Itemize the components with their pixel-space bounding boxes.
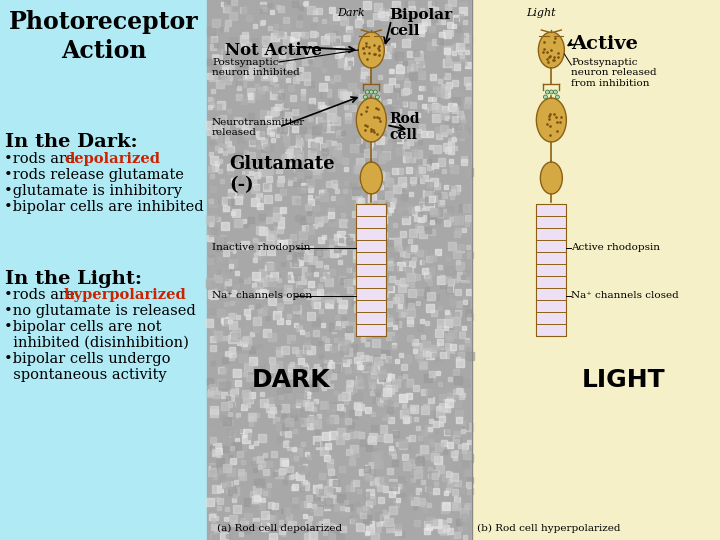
Text: •no glutamate is released: •no glutamate is released — [4, 304, 196, 318]
Ellipse shape — [375, 95, 379, 99]
Ellipse shape — [536, 98, 567, 142]
Text: In the Dark:: In the Dark: — [5, 133, 138, 151]
Ellipse shape — [365, 90, 369, 94]
Bar — [207, 0, 472, 540]
Bar — [472, 0, 720, 540]
Text: •bipolar cells undergo: •bipolar cells undergo — [4, 352, 171, 366]
Ellipse shape — [359, 32, 384, 68]
Text: Postsynaptic
neuron inhibited: Postsynaptic neuron inhibited — [212, 58, 300, 77]
Text: Bipolar
cell: Bipolar cell — [390, 8, 452, 38]
Ellipse shape — [555, 95, 559, 99]
Text: Rod
cell: Rod cell — [390, 112, 420, 142]
Ellipse shape — [373, 90, 377, 94]
Text: inhibited (disinhibition): inhibited (disinhibition) — [4, 336, 189, 350]
Text: Postsynaptic
neuron released
from inhibition: Postsynaptic neuron released from inhibi… — [572, 58, 657, 88]
Text: Na⁺ channels open: Na⁺ channels open — [212, 292, 312, 300]
Text: Dark: Dark — [338, 8, 365, 18]
Ellipse shape — [545, 90, 549, 94]
Ellipse shape — [539, 32, 564, 68]
Ellipse shape — [554, 90, 557, 94]
Text: Na⁺ channels closed: Na⁺ channels closed — [572, 292, 679, 300]
Text: In the Light:: In the Light: — [5, 270, 142, 288]
Text: Glutamate
(-): Glutamate (-) — [229, 155, 335, 194]
Ellipse shape — [360, 162, 382, 194]
Text: (b) Rod cell hyperpolarized: (b) Rod cell hyperpolarized — [477, 524, 621, 533]
Text: Photoreceptor
Action: Photoreceptor Action — [9, 10, 198, 63]
Text: •glutamate is inhibitory: •glutamate is inhibitory — [4, 184, 182, 198]
Text: (a) Rod cell depolarized: (a) Rod cell depolarized — [217, 524, 342, 533]
Text: Light: Light — [526, 8, 556, 18]
Ellipse shape — [549, 90, 554, 94]
Text: Not Active: Not Active — [225, 42, 322, 59]
Ellipse shape — [369, 90, 373, 94]
Text: •bipolar cells are not: •bipolar cells are not — [4, 320, 161, 334]
Ellipse shape — [356, 98, 387, 142]
Ellipse shape — [544, 95, 547, 99]
Text: Neurotransmitter
released: Neurotransmitter released — [212, 118, 305, 137]
Text: •rods are: •rods are — [4, 152, 79, 166]
Text: •bipolar cells are inhibited: •bipolar cells are inhibited — [4, 200, 204, 214]
Bar — [536, 204, 567, 336]
Bar — [0, 0, 207, 540]
Ellipse shape — [540, 162, 562, 194]
Text: DARK: DARK — [252, 368, 330, 392]
Ellipse shape — [364, 95, 367, 99]
Text: spontaneous activity: spontaneous activity — [4, 368, 166, 382]
Text: depolarized: depolarized — [64, 152, 160, 166]
Text: •rods are: •rods are — [4, 288, 79, 302]
Text: LIGHT: LIGHT — [581, 368, 665, 392]
Text: •rods release glutamate: •rods release glutamate — [4, 168, 184, 182]
Text: Inactive rhodopsin: Inactive rhodopsin — [212, 244, 310, 253]
Text: Active: Active — [572, 35, 638, 53]
Bar — [356, 204, 387, 336]
Text: hyperpolarized: hyperpolarized — [64, 288, 186, 302]
Text: Active rhodopsin: Active rhodopsin — [572, 244, 660, 253]
